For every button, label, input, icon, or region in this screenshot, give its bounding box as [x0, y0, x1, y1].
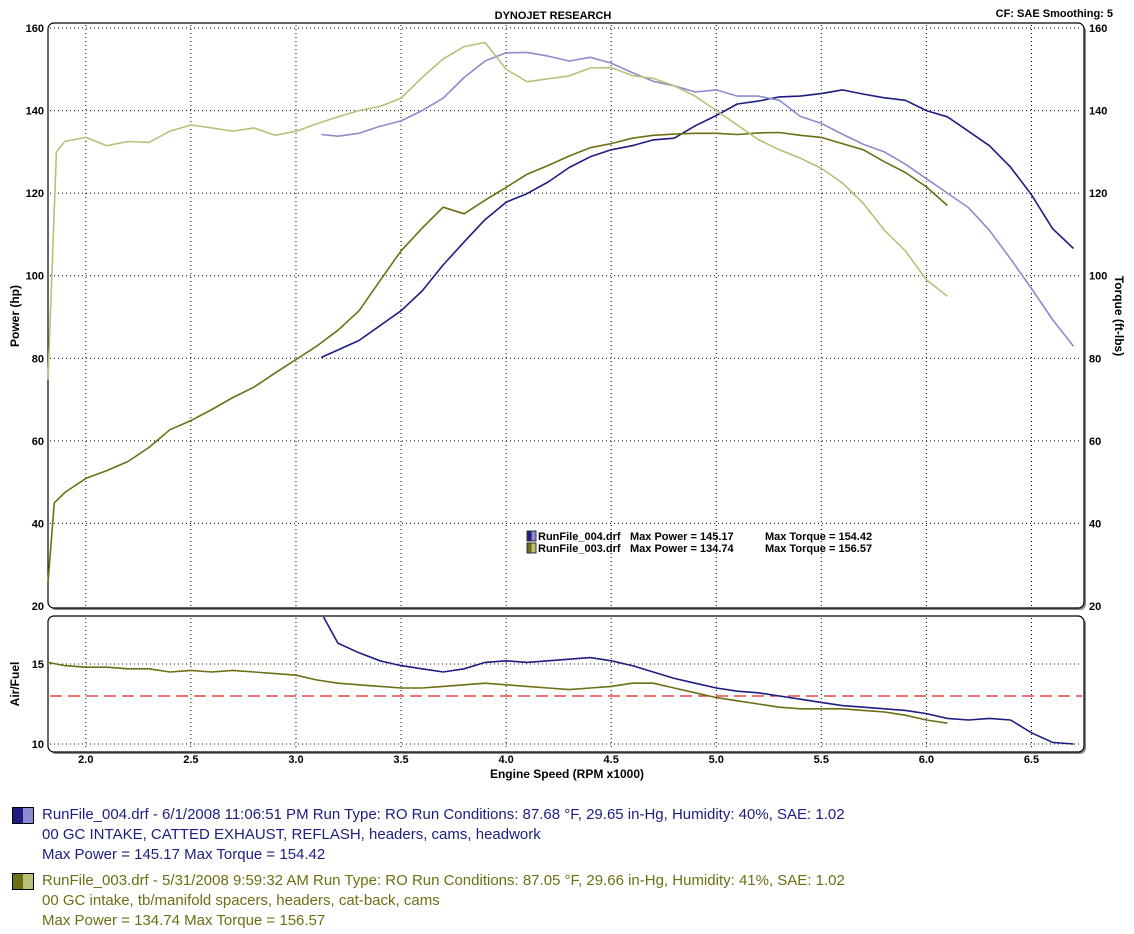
torque-axis-label: Torque (ft-lbs)	[1112, 276, 1126, 356]
run-004-description: 00 GC INTAKE, CATTED EXHAUST, REFLASH, h…	[42, 826, 541, 843]
afr-plot-area	[47, 615, 1085, 753]
run-003-power-color	[13, 874, 23, 889]
run-003-details: RunFile_003.drf - 5/31/2008 9:59:32 AM R…	[42, 871, 845, 931]
afr-tick-label: 10	[32, 739, 44, 751]
legend-run-003-max-power: Max Power = 134.74	[630, 543, 735, 555]
torque-tick-label: 100	[1089, 271, 1107, 283]
torque-tick-label: 160	[1089, 23, 1107, 35]
run-003-max-values: Max Power = 134.74 Max Torque = 156.57	[42, 912, 326, 929]
run-003-description: 00 GC intake, tb/manifold spacers, heade…	[42, 892, 440, 909]
series-line-runfile-003-drf-power	[47, 131, 948, 583]
series-line-runfile-003-drf-air-fuel	[49, 661, 948, 724]
power-tick-label: 80	[32, 353, 44, 365]
run-004-power-color	[13, 808, 23, 823]
torque-tick-label: 60	[1089, 436, 1101, 448]
afr-tick-label: 15	[32, 659, 44, 671]
power-tick-label: 20	[32, 601, 44, 613]
run-004-max-values: Max Power = 145.17 Max Torque = 154.42	[42, 846, 326, 863]
legend-run-003-max-torque: Max Torque = 156.57	[765, 543, 872, 555]
correction-factor-label: CF: SAE Smoothing: 5	[996, 8, 1113, 20]
legend-run-004-max-torque: Max Torque = 154.42	[765, 531, 872, 543]
power-axis-ticks: 20 40 60 80 100 120 140 160	[26, 23, 44, 613]
rpm-tick-label: 3.5	[393, 754, 408, 766]
torque-tick-label: 120	[1089, 188, 1107, 200]
rpm-tick-label: 2.5	[183, 754, 198, 766]
afr-series	[49, 617, 1074, 745]
rpm-tick-label: 6.5	[1024, 754, 1039, 766]
afr-axis-ticks: 10 15	[32, 659, 44, 751]
power-tick-label: 160	[26, 23, 44, 35]
chart-legend: RunFile_004.drf Max Power = 145.17 Max T…	[526, 530, 872, 555]
run-004-swatch	[12, 807, 34, 824]
rpm-axis-label: Engine Speed (RPM x1000)	[490, 767, 644, 781]
series-line-runfile-004-drf-power	[320, 89, 1075, 359]
rpm-tick-label: 4.0	[498, 754, 513, 766]
run-info-panel: RunFile_004.drf - 6/1/2008 11:06:51 PM R…	[0, 800, 1134, 934]
rpm-tick-label: 4.5	[604, 754, 619, 766]
afr-axis-label: Air/Fuel	[8, 662, 22, 707]
run-004-conditions: RunFile_004.drf - 6/1/2008 11:06:51 PM R…	[42, 806, 845, 823]
main-grid	[50, 25, 1082, 606]
rpm-tick-label: 6.0	[919, 754, 934, 766]
run-004-details: RunFile_004.drf - 6/1/2008 11:06:51 PM R…	[42, 805, 845, 865]
torque-tick-label: 80	[1089, 353, 1101, 365]
run-003-conditions: RunFile_003.drf - 5/31/2008 9:59:32 AM R…	[42, 872, 845, 889]
series-line-runfile-003-drf-torque	[47, 41, 948, 380]
legend-run-004-file: RunFile_004.drf	[538, 531, 621, 543]
series-line-runfile-004-drf-torque	[321, 51, 1075, 347]
legend-swatch-run-004	[526, 530, 537, 542]
chart-title: DYNOJET RESEARCH	[495, 10, 612, 22]
run-003-torque-color	[23, 874, 33, 889]
run-003-swatch	[12, 873, 34, 890]
rpm-axis-ticks: 2.0 2.5 3.0 3.5 4.0 4.5 5.0 5.5 6.0 6.5	[78, 754, 1039, 766]
power-tick-label: 60	[32, 436, 44, 448]
rpm-tick-label: 5.0	[709, 754, 724, 766]
rpm-tick-label: 5.5	[814, 754, 829, 766]
torque-axis-ticks: 20 40 60 80 100 120 140 160	[1089, 23, 1107, 613]
series-line-runfile-004-drf-air-fuel	[322, 617, 1074, 745]
legend-run-004-max-power: Max Power = 145.17	[630, 531, 734, 543]
torque-tick-label: 140	[1089, 106, 1107, 118]
rpm-tick-label: 3.0	[288, 754, 303, 766]
torque-tick-label: 20	[1089, 601, 1101, 613]
rpm-tick-label: 2.0	[78, 754, 93, 766]
power-tick-label: 40	[32, 518, 44, 530]
afr-grid	[50, 618, 1082, 750]
power-torque-series	[47, 41, 1075, 583]
power-tick-label: 120	[26, 188, 44, 200]
power-tick-label: 140	[26, 106, 44, 118]
legend-run-003-file: RunFile_003.drf	[538, 543, 621, 555]
torque-tick-label: 40	[1089, 518, 1101, 530]
run-004-torque-color	[23, 808, 33, 823]
power-axis-label: Power (hp)	[8, 285, 22, 347]
power-tick-label: 100	[26, 271, 44, 283]
dyno-chart: DYNOJET RESEARCH CF: SAE Smoothing: 5 20…	[8, 8, 1126, 781]
legend-swatch-run-003	[526, 542, 537, 554]
main-plot-area	[47, 22, 1085, 609]
